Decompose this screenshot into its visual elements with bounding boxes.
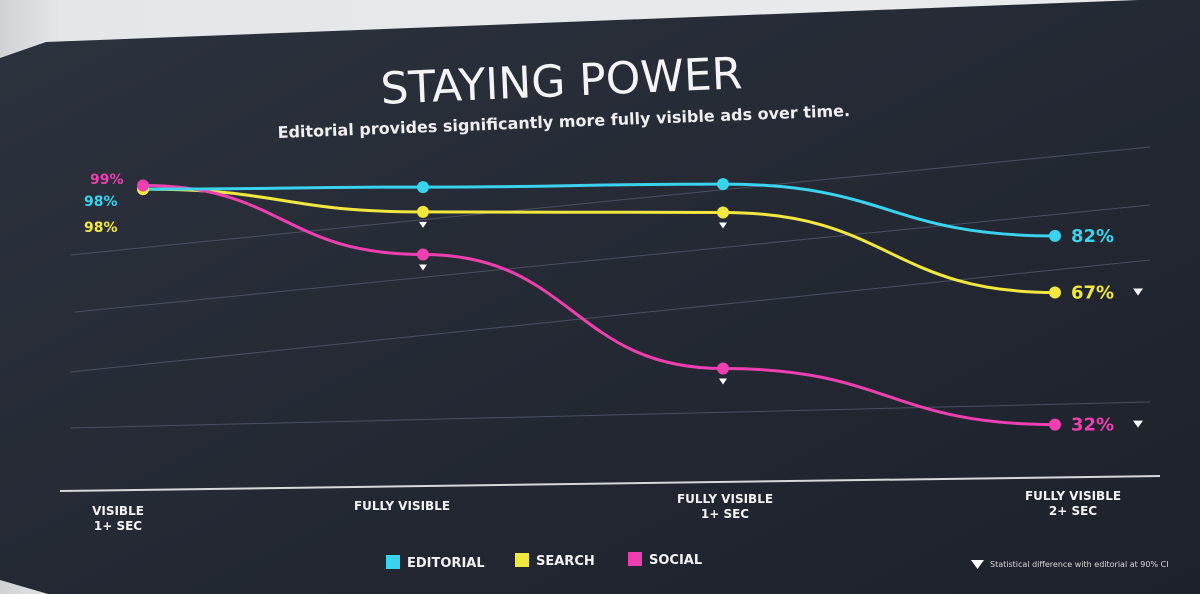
x-axis-labels: VISIBLE 1+ SEC FULLY VISIBLE FULLY VISIBLE 1… bbox=[92, 489, 1121, 533]
significance-triangle-icon bbox=[719, 378, 727, 385]
data-points bbox=[137, 178, 1061, 431]
footnote: Statistical difference with editorial at… bbox=[971, 560, 1169, 569]
data-point-social bbox=[717, 362, 729, 375]
start-value-label: 98% bbox=[84, 194, 118, 210]
start-value-label: 99% bbox=[90, 172, 124, 188]
legend-label: SOCIAL bbox=[649, 553, 702, 568]
footnote-text: Statistical difference with editorial at… bbox=[990, 560, 1169, 569]
significance-triangle-icon bbox=[419, 221, 427, 228]
legend-swatch-social bbox=[628, 552, 642, 566]
x-tick-label: VISIBLE 1+ SEC bbox=[92, 504, 144, 533]
data-point-editorial bbox=[417, 181, 429, 194]
data-point-search bbox=[717, 206, 729, 219]
start-value-label: 98% bbox=[84, 220, 118, 236]
data-point-social bbox=[137, 179, 149, 192]
data-point-search bbox=[1049, 286, 1061, 299]
footnote-triangle-icon bbox=[971, 560, 984, 569]
data-point-editorial bbox=[1049, 229, 1061, 242]
series-line-social bbox=[141, 184, 1057, 427]
end-value-label: 67% bbox=[1071, 283, 1114, 304]
gridline bbox=[69, 259, 1151, 373]
data-point-social bbox=[417, 248, 429, 261]
end-value-label: 82% bbox=[1071, 226, 1114, 247]
series-line-search bbox=[141, 187, 1057, 295]
gridline bbox=[69, 146, 1151, 256]
x-tick-label: FULLY VISIBLE bbox=[354, 499, 450, 513]
legend-swatch-search bbox=[515, 553, 529, 567]
gridline bbox=[74, 204, 1151, 313]
legend-label: SEARCH bbox=[536, 554, 595, 569]
grid bbox=[69, 146, 1151, 429]
significance-markers bbox=[419, 221, 727, 385]
x-axis-baseline bbox=[59, 475, 1161, 492]
x-tick-label: FULLY VISIBLE 2+ SEC bbox=[1025, 489, 1121, 518]
value-labels: 82% 67% 32% 98% 98% 99% bbox=[84, 172, 1143, 436]
legend-label: EDITORIAL bbox=[407, 556, 485, 571]
series-lines bbox=[141, 182, 1057, 427]
data-point-search bbox=[417, 205, 429, 218]
gridline bbox=[69, 401, 1151, 429]
significance-triangle-icon bbox=[1133, 288, 1143, 296]
significance-triangle-icon bbox=[419, 264, 427, 271]
data-point-social bbox=[1049, 418, 1061, 431]
significance-triangle-icon bbox=[1133, 420, 1143, 428]
end-value-label: 32% bbox=[1071, 415, 1114, 436]
legend: EDITORIAL SEARCH SOCIAL bbox=[386, 552, 702, 571]
significance-triangle-icon bbox=[719, 222, 727, 229]
data-point-editorial bbox=[717, 178, 729, 191]
x-tick-label: FULLY VISIBLE 1+ SEC bbox=[677, 492, 773, 521]
legend-swatch-editorial bbox=[386, 555, 400, 569]
series-line-editorial bbox=[141, 182, 1057, 238]
